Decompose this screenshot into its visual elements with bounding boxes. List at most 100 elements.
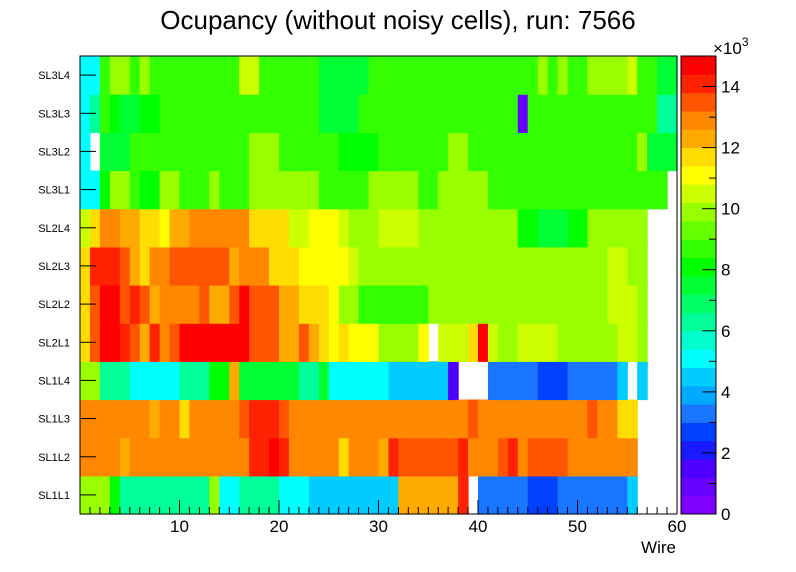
heatmap-cell bbox=[298, 94, 310, 133]
heatmap-cell bbox=[497, 399, 509, 439]
heatmap-cell bbox=[378, 56, 390, 95]
heatmap-cell bbox=[607, 132, 618, 172]
heatmap-cell bbox=[547, 323, 559, 362]
color-scale-label: 6 bbox=[721, 322, 730, 341]
heatmap-cell bbox=[318, 361, 330, 401]
heatmap-cell bbox=[169, 94, 181, 133]
heatmap-cell bbox=[527, 208, 539, 248]
heatmap-cell bbox=[249, 437, 260, 477]
heatmap-cell bbox=[318, 285, 330, 324]
heatmap-cell bbox=[139, 475, 151, 515]
heatmap-cell bbox=[458, 246, 469, 286]
heatmap-cell bbox=[179, 399, 191, 439]
heatmap-cell bbox=[99, 285, 111, 324]
heatmap-cell bbox=[259, 323, 270, 362]
heatmap-cell bbox=[607, 475, 618, 515]
heatmap-cell bbox=[458, 208, 469, 248]
heatmap-cell bbox=[139, 208, 151, 248]
heatmap-cell bbox=[308, 437, 320, 477]
x-tick-label: 20 bbox=[270, 517, 289, 536]
heatmap-cell bbox=[199, 361, 210, 401]
heatmap-cell bbox=[338, 437, 350, 477]
heatmap-cell bbox=[557, 285, 569, 324]
heatmap-cell bbox=[169, 285, 181, 324]
heatmap-cell bbox=[637, 132, 648, 172]
heatmap-cell bbox=[308, 399, 320, 439]
heatmap-cell bbox=[478, 323, 489, 362]
heatmap-cell bbox=[259, 56, 270, 95]
heatmap-cell bbox=[418, 56, 429, 95]
heatmap-cell bbox=[468, 132, 479, 172]
heatmap-cell bbox=[239, 170, 250, 210]
heatmap-cell bbox=[587, 170, 598, 210]
heatmap-cell bbox=[587, 399, 598, 439]
heatmap-cell bbox=[428, 475, 439, 515]
heatmap-cell bbox=[597, 246, 608, 286]
heatmap-cell bbox=[418, 285, 429, 324]
heatmap-cell bbox=[607, 361, 618, 401]
heatmap-cell bbox=[667, 56, 678, 95]
heatmap-cell bbox=[607, 94, 618, 133]
heatmap-cell bbox=[617, 361, 628, 401]
heatmap-cell bbox=[597, 94, 608, 133]
heatmap-cell bbox=[209, 132, 220, 172]
heatmap-cell bbox=[577, 323, 589, 362]
heatmap-cell bbox=[298, 132, 310, 172]
heatmap-cell bbox=[129, 132, 141, 172]
heatmap-cell bbox=[229, 132, 240, 172]
heatmap-cell bbox=[438, 94, 449, 133]
heatmap-cell bbox=[527, 94, 539, 133]
heatmap-cell bbox=[169, 323, 181, 362]
heatmap-cell bbox=[627, 56, 638, 95]
heatmap-cell bbox=[597, 323, 608, 362]
heatmap-cell bbox=[398, 399, 409, 439]
heatmap-cell bbox=[209, 208, 220, 248]
heatmap-cell bbox=[338, 208, 350, 248]
heatmap-cell bbox=[338, 399, 350, 439]
heatmap-cell bbox=[507, 56, 519, 95]
heatmap-cell bbox=[448, 132, 459, 172]
heatmap-cell bbox=[298, 170, 310, 210]
heatmap-cell bbox=[149, 285, 161, 324]
heatmap-cell bbox=[279, 361, 290, 401]
heatmap-cell bbox=[657, 170, 668, 210]
heatmap-cell bbox=[298, 246, 310, 286]
heatmap-cell bbox=[607, 170, 618, 210]
heatmap-cell bbox=[637, 361, 648, 401]
color-scale-swatch bbox=[681, 257, 716, 277]
heatmap-cell bbox=[368, 170, 380, 210]
heatmap-cell bbox=[577, 132, 589, 172]
heatmap-cell bbox=[99, 56, 111, 95]
heatmap-cell bbox=[657, 56, 668, 95]
heatmap-cell bbox=[567, 94, 579, 133]
heatmap-cell bbox=[308, 170, 320, 210]
heatmap-cell bbox=[507, 323, 519, 362]
heatmap-cell bbox=[527, 56, 539, 95]
heatmap-cell bbox=[517, 246, 529, 286]
heatmap-cell bbox=[408, 285, 419, 324]
y-axis: SL1L1 SL1L2 SL1L3 SL1L4 SL2L1 SL2L2 SL2L3 SL2L4… bbox=[38, 70, 96, 502]
heatmap-cell bbox=[378, 475, 390, 515]
color-scale-label: 14 bbox=[721, 78, 740, 97]
heatmap-cell bbox=[219, 170, 230, 210]
heatmap-cell bbox=[378, 285, 390, 324]
heatmap-cell bbox=[338, 94, 350, 133]
heatmap-cell bbox=[577, 246, 589, 286]
heatmap-cell bbox=[109, 94, 121, 133]
color-scale-swatch bbox=[681, 349, 716, 368]
heatmap-cell bbox=[209, 170, 220, 210]
heatmap-cell bbox=[119, 56, 131, 95]
heatmap-cell bbox=[288, 132, 300, 172]
heatmap-cell bbox=[547, 56, 559, 95]
heatmap-cell bbox=[478, 208, 489, 248]
heatmap-cell bbox=[129, 170, 141, 210]
heatmap-cell bbox=[308, 475, 320, 515]
y-tick-label: SL2L2 bbox=[38, 299, 70, 311]
heatmap-cell bbox=[229, 399, 240, 439]
heatmap-cell bbox=[169, 437, 181, 477]
heatmap-cell bbox=[478, 399, 489, 439]
heatmap-cell bbox=[547, 285, 559, 324]
heatmap-cell bbox=[468, 246, 479, 286]
heatmap-cell bbox=[249, 323, 260, 362]
heatmap-cell bbox=[249, 56, 260, 95]
